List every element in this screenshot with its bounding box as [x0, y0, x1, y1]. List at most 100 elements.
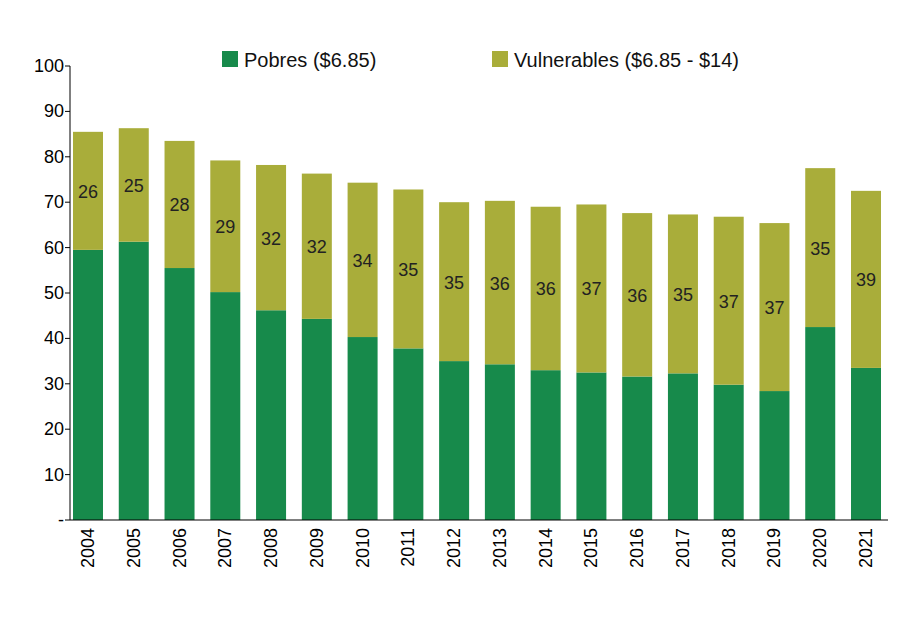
bar-segment — [759, 391, 789, 520]
y-tick-label: 40 — [44, 328, 64, 348]
x-tick-label: 2020 — [810, 528, 830, 568]
bar-segment — [256, 310, 286, 520]
bar-segment — [759, 223, 789, 391]
x-tick-label: 2017 — [673, 528, 693, 568]
bar-segment — [393, 189, 423, 348]
x-tick-label: 2004 — [78, 528, 98, 568]
data-label: 35 — [810, 239, 830, 259]
legend-swatch — [492, 51, 508, 67]
bar-segment — [668, 214, 698, 373]
y-tick — [65, 520, 70, 521]
y-tick — [65, 111, 70, 112]
x-tick-label: 2016 — [627, 528, 647, 568]
data-label: 36 — [490, 274, 510, 294]
data-label: 37 — [764, 298, 784, 318]
bar-segment — [531, 207, 561, 370]
bar-segment — [485, 364, 515, 520]
legend-label: Pobres ($6.85) — [244, 49, 376, 71]
data-label: 36 — [536, 279, 556, 299]
x-tick-label: 2008 — [261, 528, 281, 568]
x-tick-label: 2021 — [856, 528, 876, 568]
y-tick — [65, 202, 70, 203]
bar-segment — [165, 141, 195, 268]
bar-segment — [851, 191, 881, 368]
data-label: 34 — [353, 251, 373, 271]
data-label: 25 — [124, 176, 144, 196]
data-label: 35 — [673, 285, 693, 305]
bar-segment — [485, 201, 515, 364]
data-label: 32 — [307, 237, 327, 257]
y-tick-label: 30 — [44, 374, 64, 394]
data-label: 39 — [856, 270, 876, 290]
legend-swatch — [222, 51, 238, 67]
x-tick-label: 2014 — [536, 528, 556, 568]
bar-segment — [348, 337, 378, 520]
bar-segment — [439, 202, 469, 361]
y-tick-label: 10 — [44, 465, 64, 485]
y-axis — [70, 66, 71, 520]
bar-segment — [210, 160, 240, 292]
data-label: 36 — [627, 286, 647, 306]
data-label: 37 — [581, 279, 601, 299]
x-tick-label: 2012 — [444, 528, 464, 568]
bar-segment — [714, 217, 744, 385]
bar-segment — [119, 242, 149, 520]
x-tick-label: 2005 — [124, 528, 144, 568]
bar-segment — [348, 183, 378, 337]
bar-segment — [622, 213, 652, 376]
y-tick — [65, 293, 70, 294]
chart-svg: -102030405060708090100262528293232343535… — [0, 0, 916, 618]
bar-segment — [393, 348, 423, 520]
bar-segment — [73, 250, 103, 520]
bar-segment — [805, 327, 835, 520]
bars — [73, 128, 881, 520]
data-label: 37 — [719, 292, 739, 312]
y-tick-label: 100 — [34, 56, 64, 76]
y-tick-label: 70 — [44, 192, 64, 212]
data-label: 29 — [215, 217, 235, 237]
bar-segment — [576, 204, 606, 372]
x-tick-label: 2007 — [215, 528, 235, 568]
data-label: 26 — [78, 182, 98, 202]
x-tick-label: 2010 — [353, 528, 373, 568]
y-tick-label: - — [58, 510, 64, 530]
x-tick-label: 2011 — [398, 528, 418, 567]
y-tick — [65, 66, 70, 67]
x-tick-label: 2013 — [490, 528, 510, 568]
bar-segment — [302, 319, 332, 520]
bar-segment — [622, 377, 652, 520]
y-tick-label: 80 — [44, 147, 64, 167]
data-label: 32 — [261, 229, 281, 249]
bar-segment — [165, 268, 195, 520]
legend-label: Vulnerables ($6.85 - $14) — [514, 49, 739, 71]
y-tick-label: 50 — [44, 283, 64, 303]
y-tick — [65, 474, 70, 475]
x-tick-label: 2018 — [719, 528, 739, 568]
data-label: 35 — [444, 273, 464, 293]
chart-container: -102030405060708090100262528293232343535… — [0, 0, 916, 618]
y-tick — [65, 383, 70, 384]
y-tick-label: 60 — [44, 238, 64, 258]
bar-segment — [439, 361, 469, 520]
bar-segment — [668, 373, 698, 520]
bar-segment — [256, 165, 286, 310]
bar-segment — [576, 372, 606, 520]
bar-segment — [805, 168, 835, 327]
x-axis — [70, 520, 888, 521]
bar-segment — [119, 128, 149, 242]
y-tick — [65, 338, 70, 339]
bar-segment — [302, 174, 332, 319]
bar-segment — [531, 370, 561, 520]
x-tick-label: 2006 — [170, 528, 190, 568]
bar-segment — [210, 292, 240, 520]
bar-segment — [714, 385, 744, 520]
y-tick-label: 90 — [44, 101, 64, 121]
x-tick-label: 2009 — [307, 528, 327, 568]
y-tick — [65, 247, 70, 248]
bar-segment — [73, 132, 103, 250]
data-label: 28 — [170, 195, 190, 215]
x-tick-label: 2015 — [581, 528, 601, 568]
y-tick — [65, 429, 70, 430]
data-label: 35 — [398, 260, 418, 280]
y-tick — [65, 156, 70, 157]
